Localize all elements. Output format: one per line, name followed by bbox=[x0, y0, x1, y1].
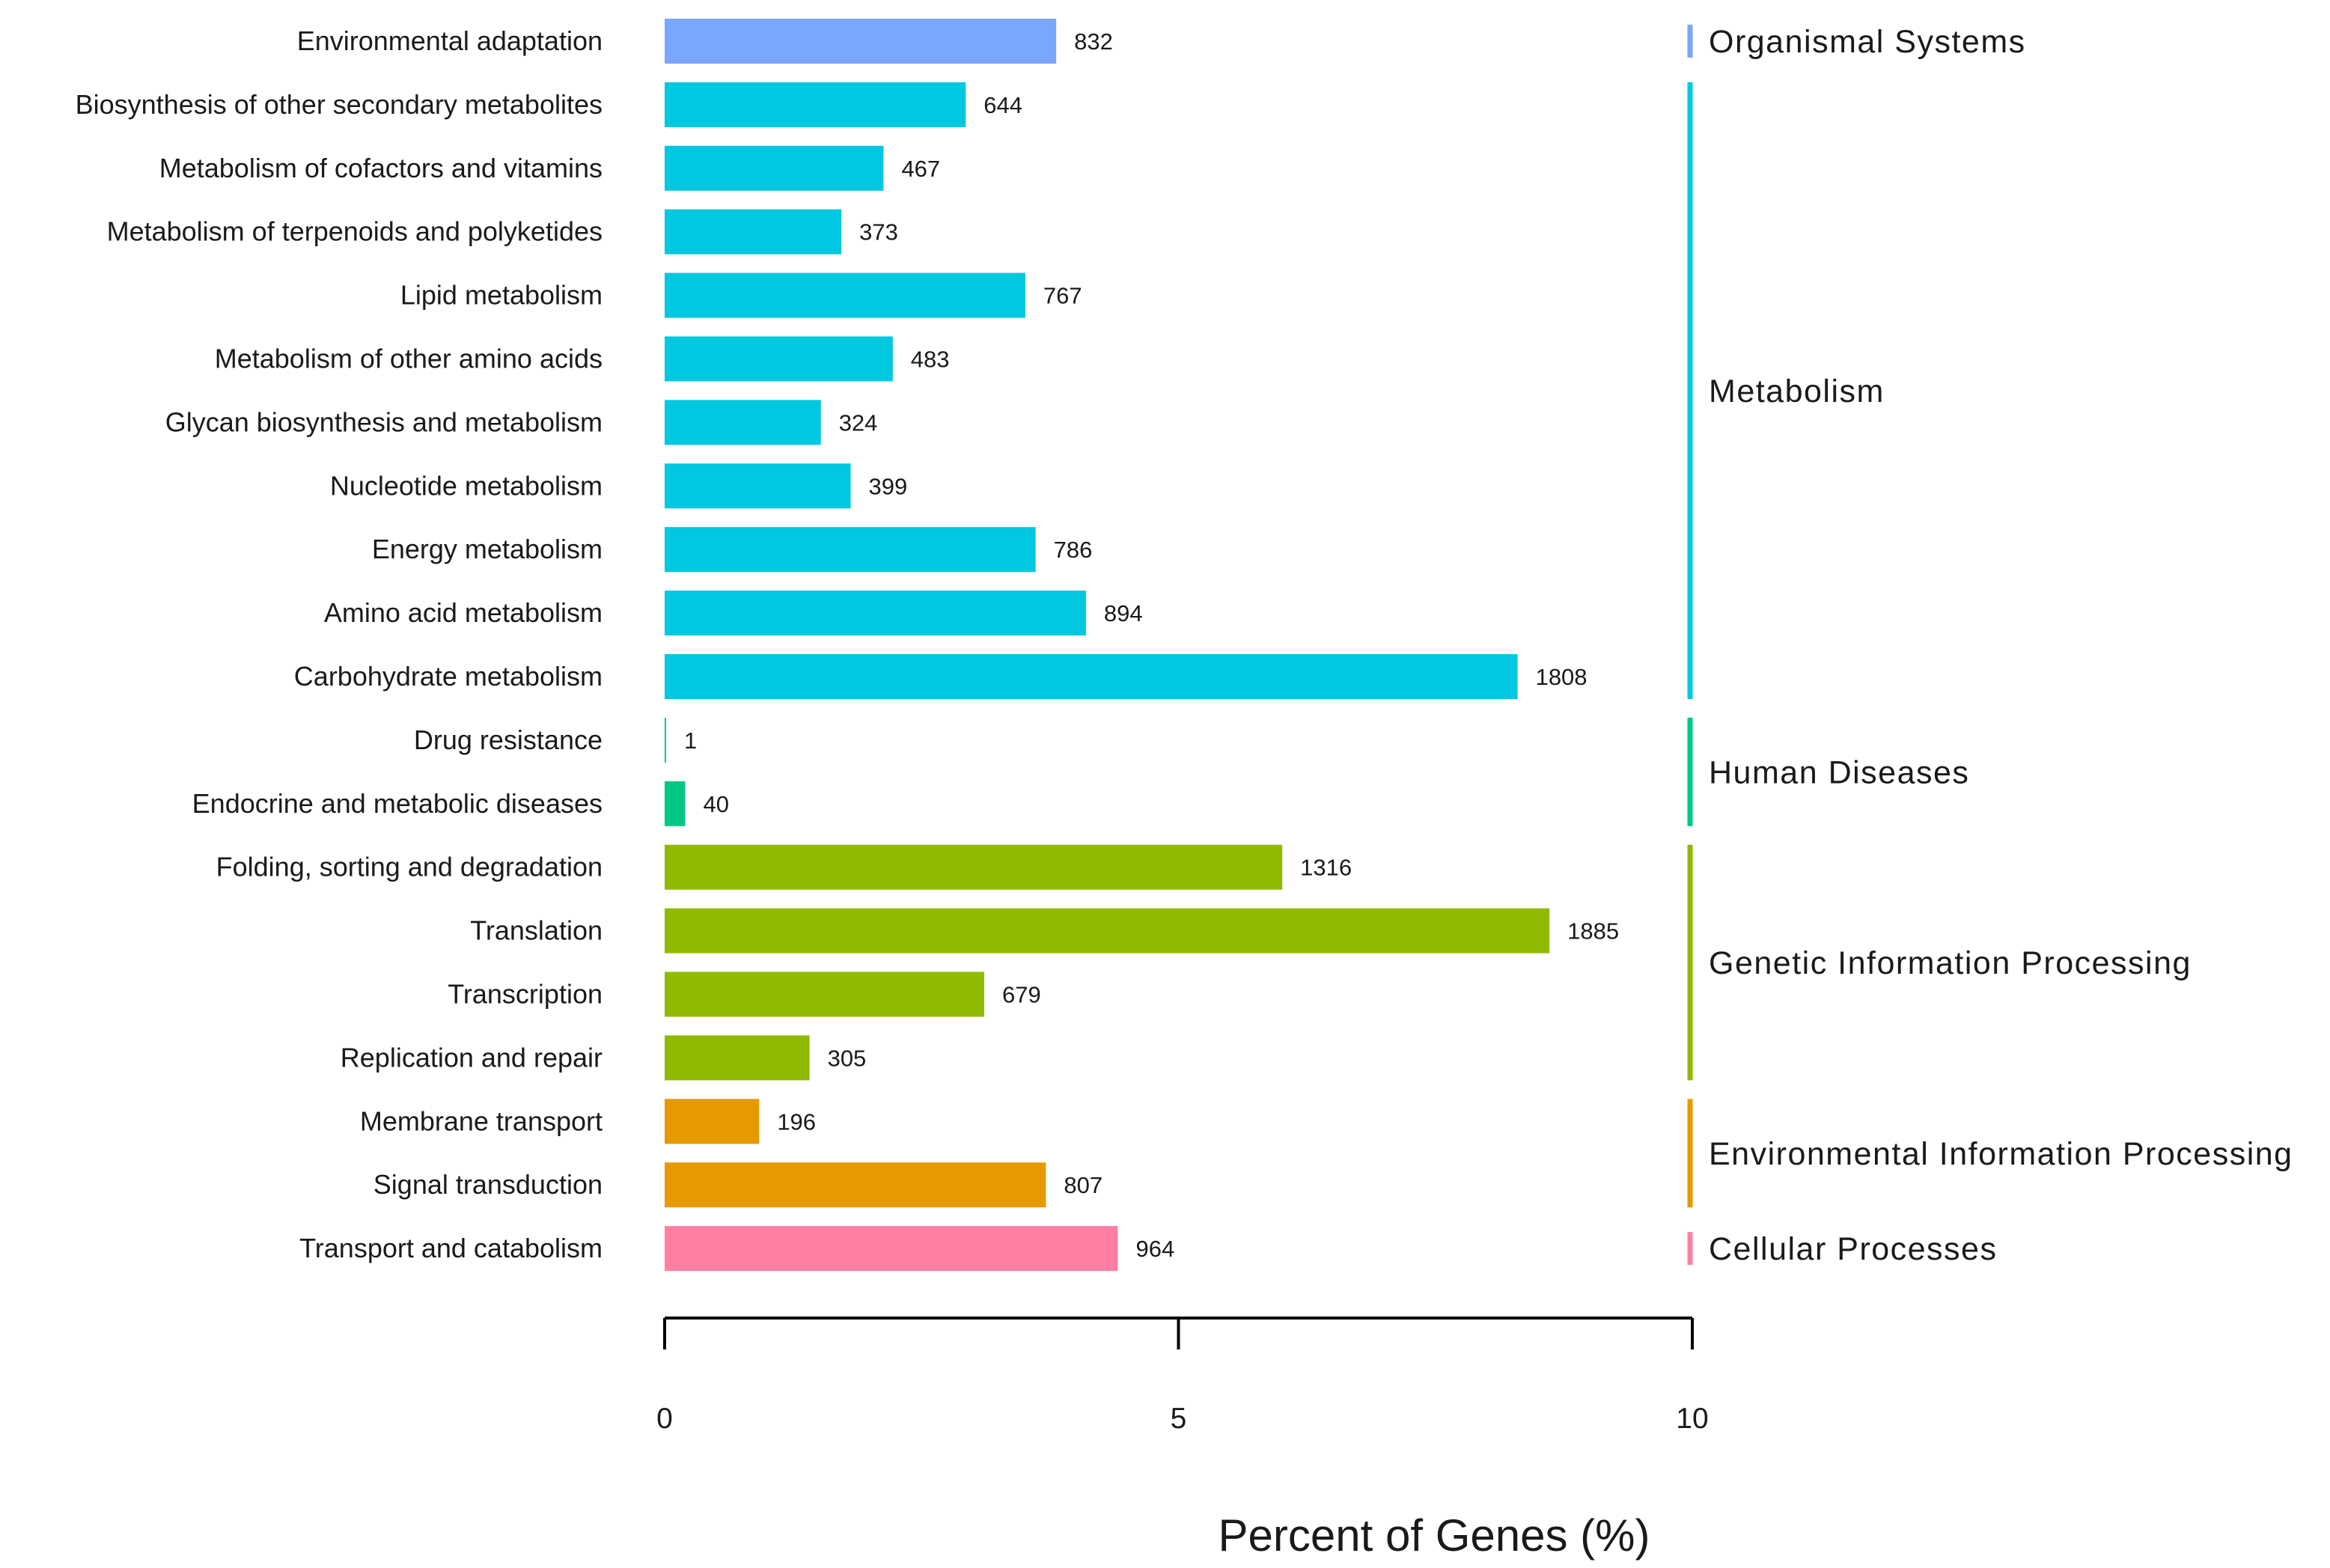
gene-count-label: 196 bbox=[777, 1108, 816, 1135]
bar bbox=[665, 717, 666, 763]
bar bbox=[665, 336, 893, 382]
gene-count-label: 1808 bbox=[1536, 664, 1588, 690]
category-label: Metabolism of other amino acids bbox=[215, 344, 603, 374]
category-label: Replication and repair bbox=[341, 1042, 603, 1073]
category-label: Nucleotide metabolism bbox=[330, 470, 603, 501]
group-label: Genetic Information Processing bbox=[1709, 945, 2192, 981]
gene-count-label: 324 bbox=[839, 409, 878, 436]
category-label: Endocrine and metabolic diseases bbox=[192, 788, 603, 819]
gene-count-label: 467 bbox=[901, 156, 940, 182]
bars-layer bbox=[665, 19, 1550, 1272]
group-label: Metabolism bbox=[1709, 373, 1885, 409]
x-tick-label: 5 bbox=[1171, 1403, 1187, 1435]
gene-count-label: 373 bbox=[859, 219, 898, 245]
gene-count-label: 807 bbox=[1064, 1172, 1103, 1198]
category-label: Membrane transport bbox=[360, 1105, 603, 1136]
x-tick-label: 0 bbox=[656, 1403, 673, 1435]
gene-count-label: 1 bbox=[684, 727, 697, 754]
x-axis-title: Percent of Genes (%) bbox=[1219, 1510, 1650, 1561]
gene-count-label: 399 bbox=[869, 473, 908, 499]
category-label: Energy metabolism bbox=[372, 534, 603, 564]
bar bbox=[665, 82, 966, 127]
group-label: Environmental Information Processing bbox=[1709, 1136, 2293, 1172]
category-label: Glycan biosynthesis and metabolism bbox=[165, 406, 603, 437]
bar bbox=[665, 1099, 760, 1144]
category-label: Folding, sorting and degradation bbox=[216, 852, 603, 882]
bar bbox=[665, 272, 1025, 318]
category-label: Biosynthesis of other secondary metaboli… bbox=[76, 89, 603, 120]
gene-count-label: 644 bbox=[983, 92, 1022, 118]
category-label: Drug resistance bbox=[414, 724, 603, 755]
category-label: Transcription bbox=[448, 979, 603, 1010]
gene-count-label: 483 bbox=[911, 347, 950, 373]
category-label: Environmental adaptation bbox=[297, 25, 603, 56]
bar bbox=[665, 591, 1086, 636]
bar bbox=[665, 209, 842, 254]
category-label: Metabolism of terpenoids and polyketides bbox=[107, 216, 603, 247]
category-labels-layer: Environmental adaptation Biosynthesis of … bbox=[76, 25, 603, 1263]
bar bbox=[665, 145, 884, 191]
bar bbox=[665, 463, 851, 509]
gene-count-label: 679 bbox=[1002, 982, 1041, 1008]
category-label: Translation bbox=[470, 915, 603, 946]
category-label: Signal transduction bbox=[373, 1169, 603, 1200]
value-labels-layer: 832 644 467 373 767 483 324 399 786 894 1808 1 40 131… bbox=[684, 28, 1619, 1262]
bar bbox=[665, 971, 985, 1017]
gene-count-label: 786 bbox=[1054, 537, 1093, 563]
category-label: Transport and catabolism bbox=[299, 1233, 603, 1263]
bar bbox=[665, 844, 1283, 890]
bar bbox=[665, 400, 821, 445]
group-label: Human Diseases bbox=[1709, 754, 1969, 790]
gene-count-label: 305 bbox=[828, 1045, 867, 1071]
gene-count-label: 894 bbox=[1104, 600, 1143, 626]
x-axis: 0 5 10 bbox=[656, 1317, 1709, 1435]
category-label: Lipid metabolism bbox=[400, 280, 603, 311]
group-brackets-layer: Organismal Systems Metabolism Human Diseas… bbox=[1687, 24, 2293, 1267]
bar bbox=[665, 1035, 810, 1081]
bar bbox=[665, 1162, 1046, 1208]
gene-count-label: 1885 bbox=[1567, 918, 1619, 945]
bar bbox=[665, 1226, 1118, 1272]
bar bbox=[665, 19, 1057, 64]
gene-count-label: 832 bbox=[1074, 28, 1113, 55]
group-label: Cellular Processes bbox=[1709, 1231, 1997, 1267]
group-label: Organismal Systems bbox=[1709, 24, 2026, 60]
x-tick-label: 10 bbox=[1676, 1403, 1708, 1435]
gene-count-label: 964 bbox=[1135, 1236, 1174, 1262]
category-label: Carbohydrate metabolism bbox=[294, 661, 603, 692]
category-label: Amino acid metabolism bbox=[324, 597, 603, 628]
bar bbox=[665, 527, 1036, 573]
gene-count-label: 1316 bbox=[1300, 855, 1352, 881]
bar bbox=[665, 908, 1550, 954]
bar bbox=[665, 781, 686, 826]
gene-count-label: 767 bbox=[1043, 283, 1082, 309]
gene-count-label: 40 bbox=[703, 791, 728, 817]
bar bbox=[665, 654, 1518, 699]
category-label: Metabolism of cofactors and vitamins bbox=[159, 153, 603, 183]
